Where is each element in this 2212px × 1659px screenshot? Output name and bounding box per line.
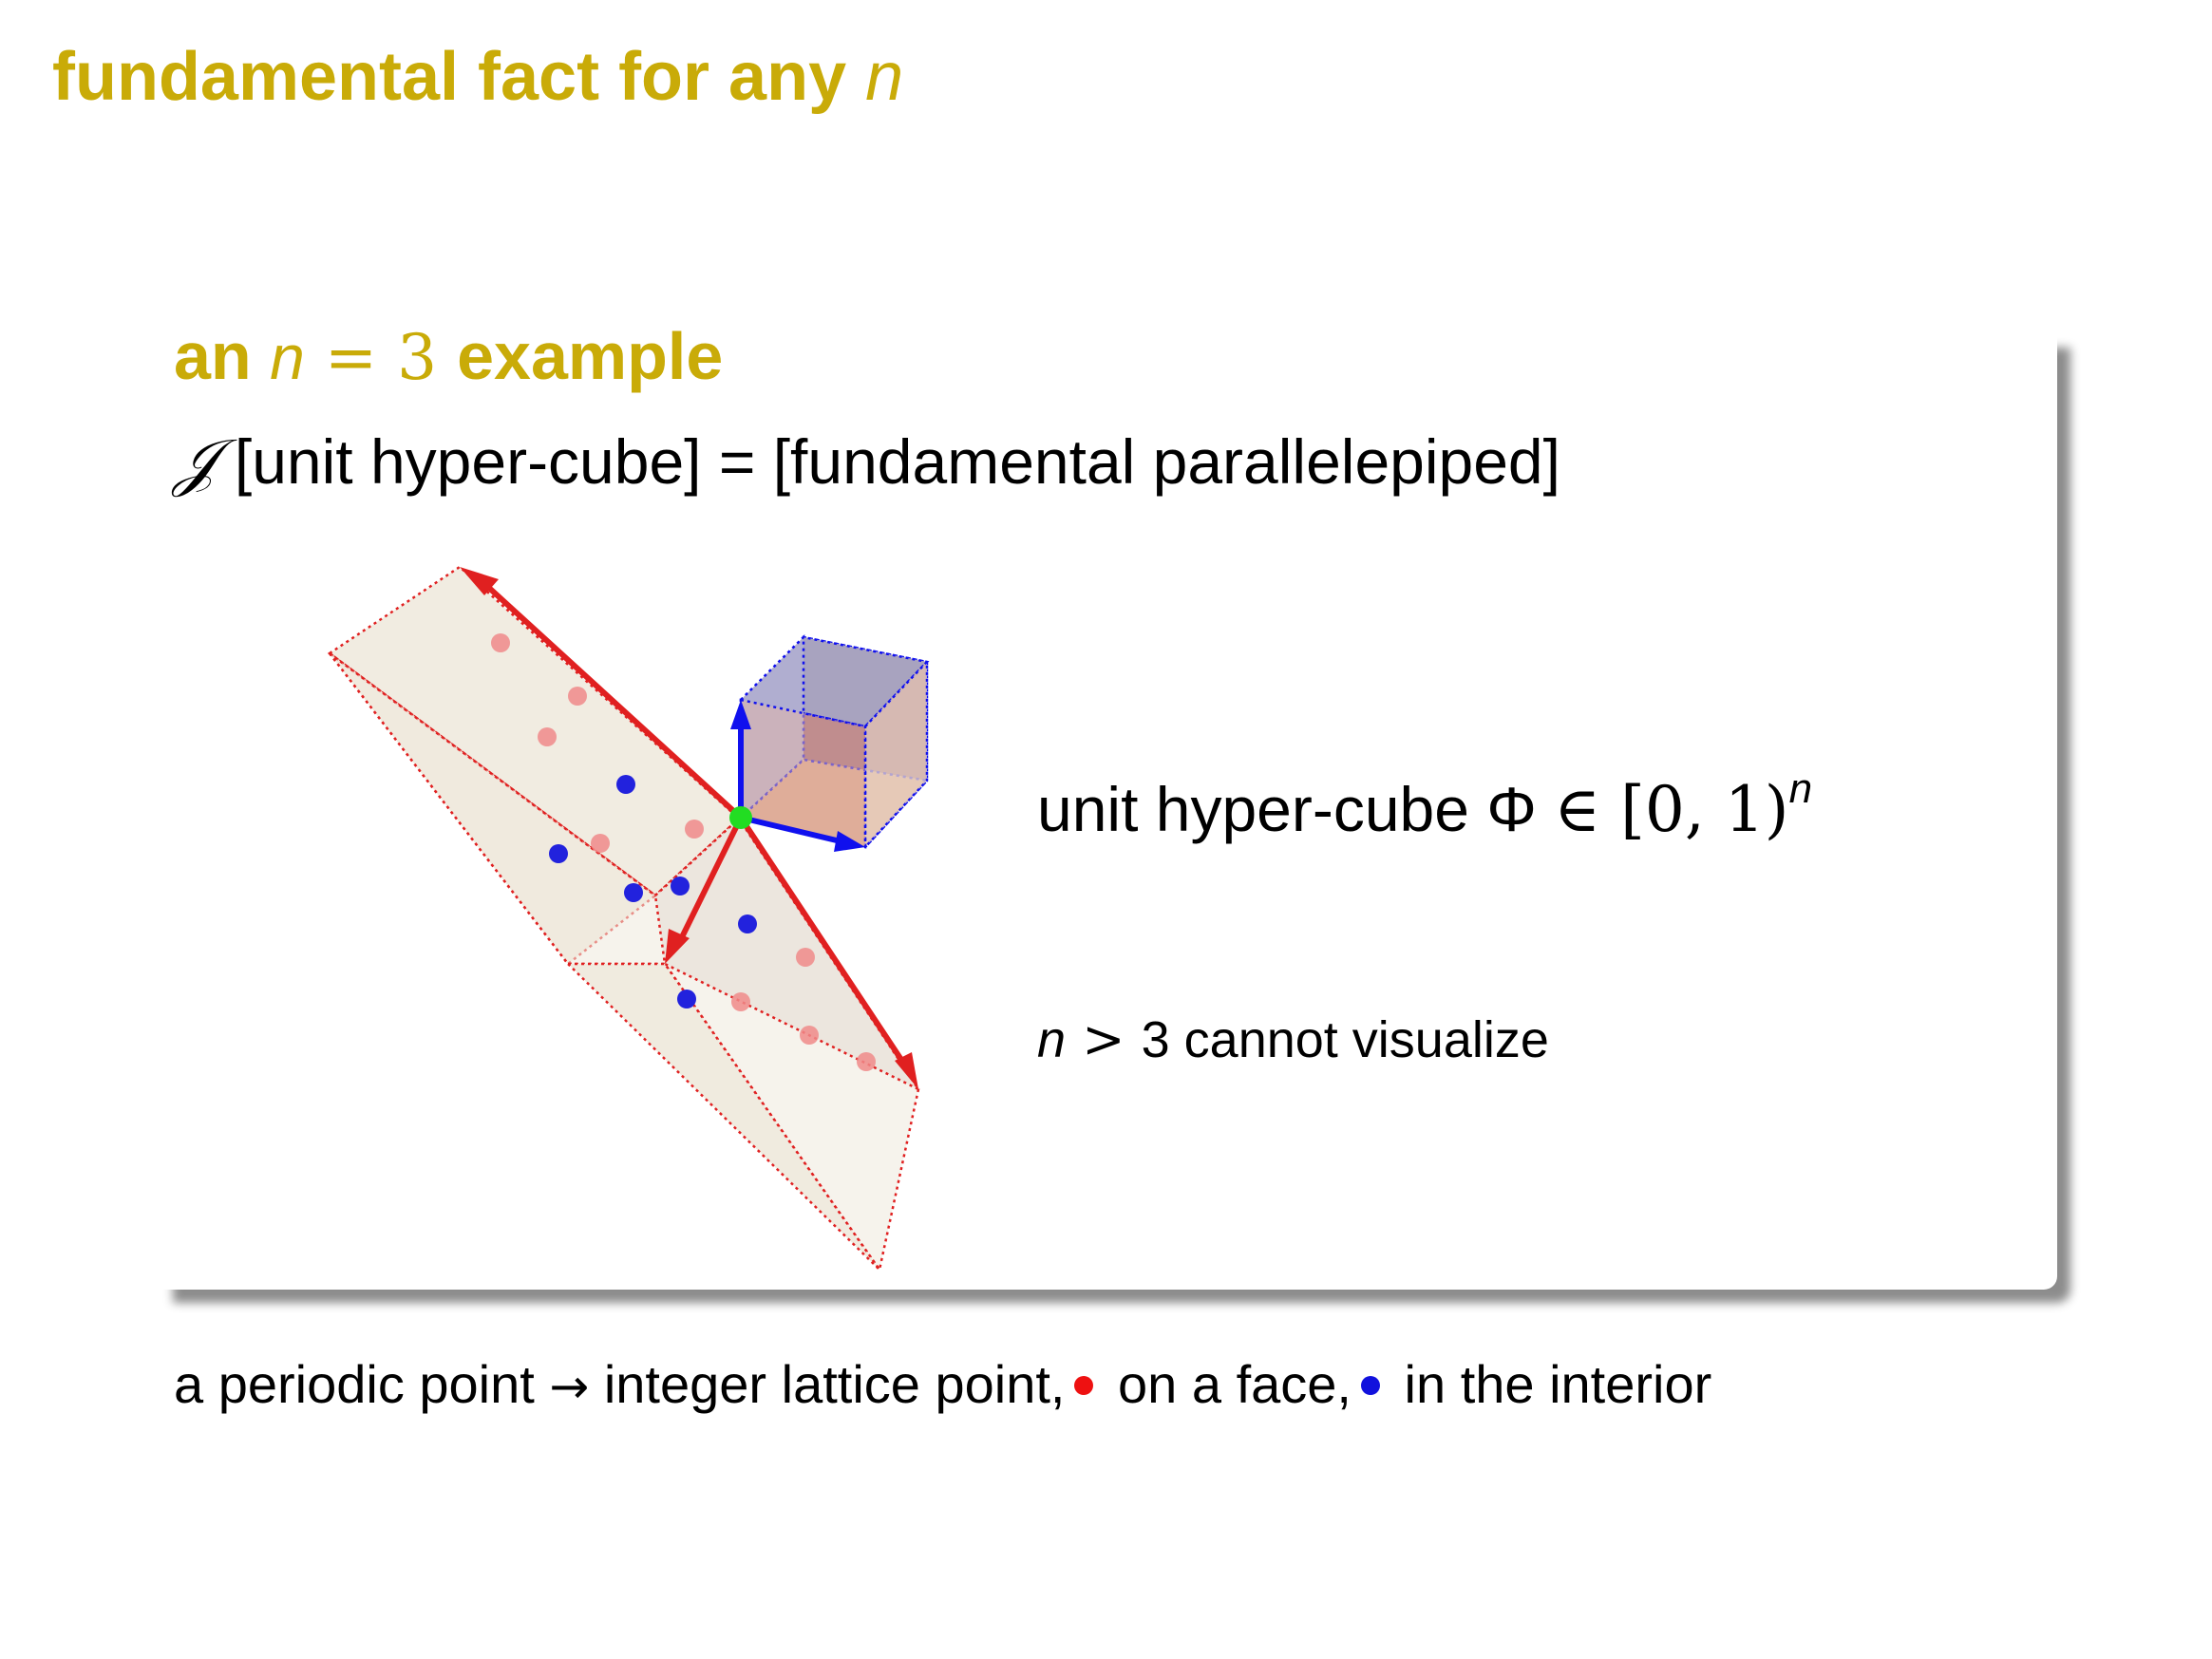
parallelepiped-figure — [327, 565, 930, 1273]
red-arrow-up-left — [477, 576, 744, 820]
blue-axis-right — [740, 815, 841, 844]
blue-cube-axes — [730, 700, 865, 852]
block-title-prefix: an — [174, 319, 252, 393]
blue-arrowhead-right — [834, 831, 865, 852]
blue-dot-icon — [1360, 1376, 1380, 1395]
red-dot-icon — [1074, 1376, 1094, 1395]
face-points — [491, 633, 876, 1071]
footer-caption: a periodic point → integer lattice point… — [174, 1354, 1712, 1414]
mapping-formula: 𝒥 [unit hyper-cube] = [fundamental paral… — [174, 425, 1560, 500]
face-point — [796, 948, 815, 967]
interior-point — [677, 990, 696, 1009]
interior-point — [616, 775, 635, 794]
unit-cube-label: unit hyper-cube Φ ∈ [0, 1)n — [1037, 765, 1813, 846]
red-arrowhead-1 — [460, 567, 499, 595]
face-bottom — [564, 962, 881, 1271]
interior-points — [549, 775, 757, 1009]
interior-point — [549, 844, 568, 863]
visualize-note: n > 3 cannot visualize — [1037, 1009, 1549, 1069]
face-point — [491, 633, 510, 652]
interior-point — [624, 883, 643, 902]
slide-title-var: n — [865, 39, 904, 115]
red-arrowhead-3 — [665, 929, 690, 964]
cube-front-right — [863, 658, 929, 851]
block-title-suffix: example — [457, 319, 724, 393]
face-point — [685, 820, 704, 839]
face-point — [800, 1026, 819, 1045]
map-symbol: 𝒥 — [174, 425, 217, 499]
slide-title: fundamental fact for any n — [52, 39, 904, 115]
interior-point — [671, 877, 690, 895]
red-basis-arrows — [460, 567, 918, 1089]
red-arrow-down-right — [738, 816, 910, 1070]
parallelepiped-faces — [327, 565, 922, 1273]
block-title: an n = 3 example — [174, 318, 723, 394]
red-arrow-down-left — [675, 816, 744, 947]
interior-point — [738, 914, 757, 933]
formula-text: [unit hyper-cube] = [fundamental paralle… — [217, 426, 1560, 497]
origin-point — [729, 806, 752, 829]
unit-cube — [738, 633, 930, 851]
face-point — [538, 727, 557, 746]
face-point — [591, 834, 610, 853]
face-right — [653, 817, 922, 1093]
red-arrowhead-2 — [895, 1052, 918, 1089]
face-point — [857, 1052, 876, 1071]
face-point — [731, 992, 750, 1011]
face-point — [568, 687, 587, 706]
maps-to-arrow: → — [549, 1359, 590, 1414]
block-title-math: n = 3 — [270, 321, 458, 394]
blue-arrowhead-up — [730, 700, 751, 729]
